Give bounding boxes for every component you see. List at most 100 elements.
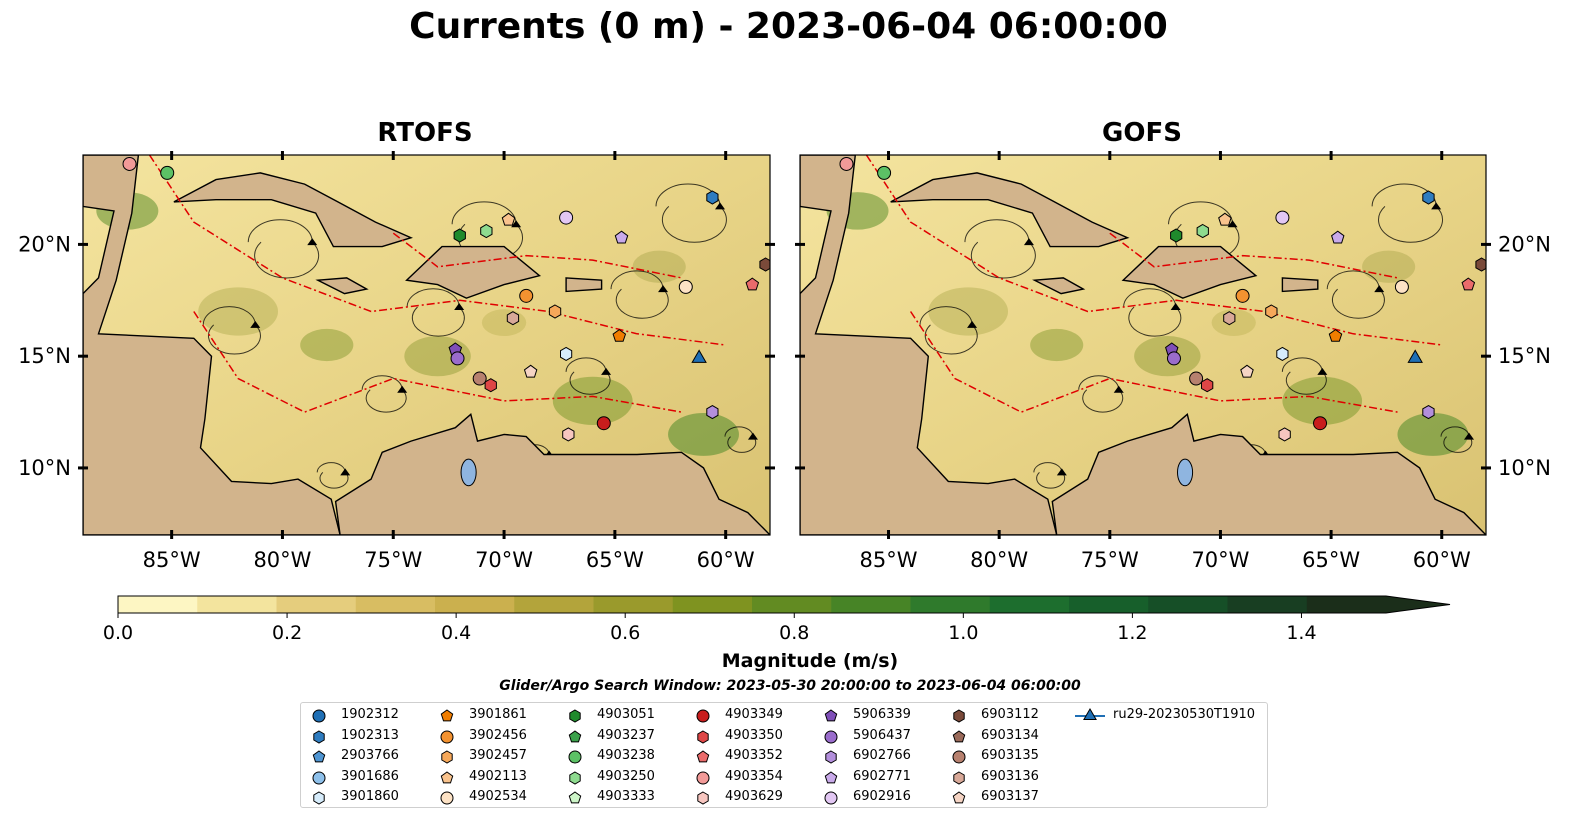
legend-marker-circle-icon (312, 771, 326, 784)
y-tick-label: 15°N (18, 344, 71, 368)
obs-marker-4903349 (596, 416, 611, 431)
eez-boundary (148, 155, 726, 346)
legend-label: 4902534 (469, 789, 527, 804)
streamline-arrow (307, 238, 318, 246)
figure-title: Currents (0 m) - 2023-06-04 06:00:00 (409, 6, 1168, 47)
colorbar-tick-label: 1.0 (948, 622, 978, 644)
x-tick-label: 85°W (860, 548, 918, 572)
legend-label: 3901860 (341, 789, 399, 804)
colorbar-outline (117, 595, 1451, 614)
streamline-arrow (1227, 220, 1238, 228)
x-tick-label: 65°W (586, 548, 644, 572)
colorbar-bin (435, 596, 515, 613)
colorbar-bin (593, 596, 674, 613)
legend-label: ru29-20230530T1910 (1113, 707, 1256, 722)
obs-marker-4903350 (484, 378, 497, 393)
streamline-arrow (967, 320, 978, 328)
legend-marker-circle-icon (696, 709, 710, 723)
obs-marker-5906437 (1166, 351, 1181, 366)
rtofs-panel-title: RTOFS (377, 118, 473, 148)
legend-marker-hexagon-icon (953, 709, 965, 723)
speed-patch (1282, 376, 1363, 426)
colorbar-tick-label: 0.4 (441, 622, 471, 644)
colorbar-tick-label: 1.2 (1117, 622, 1147, 644)
land-jamaica (315, 277, 369, 295)
x-tick-label: 60°W (697, 548, 755, 572)
obs-marker-4903352 (745, 277, 760, 291)
obs-marker-6902916 (1275, 210, 1290, 225)
colorbar-tick-label: 0.6 (610, 622, 640, 644)
obs-marker-6903112 (1475, 257, 1486, 272)
streamline-arrow (1374, 285, 1385, 293)
legend-marker-pentagon-icon (824, 709, 838, 722)
streamline-arrow (601, 367, 612, 375)
x-tick-label: 75°W (1081, 548, 1139, 572)
colorbar-bin (831, 596, 911, 613)
speed-patch (300, 328, 354, 362)
legend-marker-circle-icon (824, 791, 838, 805)
legend-label: 5906437 (853, 727, 911, 743)
land-cuba (890, 172, 1130, 248)
obs-marker-4903238 (877, 165, 892, 180)
speed-patch (552, 376, 633, 426)
streamline-arrow (747, 432, 758, 440)
colorbar-extend-arrow (1386, 596, 1450, 613)
legend-label: 4903350 (725, 727, 783, 743)
streamline (202, 306, 261, 355)
legend-marker-circle-icon (952, 750, 966, 764)
obs-marker-3902457 (1265, 304, 1278, 319)
streamline (1326, 270, 1385, 319)
legend-label: 4903352 (725, 748, 783, 763)
obs-marker-4902534 (678, 279, 693, 294)
streamline-arrow (511, 220, 522, 228)
streamline-arrow (250, 320, 261, 328)
legend-marker-hexagon-icon (697, 791, 709, 805)
legend-marker-hexagon-icon (953, 770, 965, 785)
streamline (1371, 183, 1443, 243)
legend-label: 6902916 (853, 789, 911, 804)
obs-marker-1902313 (706, 190, 719, 205)
x-tick-label: 80°W (253, 548, 311, 572)
legend-marker-circle-icon (440, 730, 454, 743)
gofs-map: 85°W 80°W 75°W 70°W 65°W 60°W 20°N 15°N 10°N (795, 151, 1551, 572)
obs-marker-3902456 (519, 288, 534, 303)
map-frame (799, 154, 1487, 536)
legend-marker-pentagon-icon (312, 750, 326, 763)
legend-label: 4903333 (597, 789, 655, 804)
y-tick-label: 20°N (18, 232, 71, 256)
legend-label: 1902312 (341, 707, 399, 722)
land-jamaica (1032, 277, 1086, 295)
obs-marker-4903349 (1313, 416, 1328, 431)
x-tick-label: 85°W (143, 548, 201, 572)
legend-marker-circle-icon (312, 709, 326, 723)
legend-marker-circle-icon (568, 750, 582, 764)
streamline-arrow (1431, 202, 1442, 210)
y-tick-label: 20°N (1498, 232, 1551, 256)
land-central (800, 155, 1058, 535)
legend-marker-hexagon-icon (313, 729, 325, 744)
streamline-arrow (1317, 367, 1328, 375)
streamline (919, 306, 978, 355)
colorbar-bin (672, 596, 753, 613)
obs-marker-6902771 (614, 230, 629, 244)
obs-marker-3901860 (560, 346, 573, 361)
land-puerto (565, 277, 603, 293)
legend-marker-pentagon-icon (568, 791, 582, 804)
streamline (610, 270, 669, 319)
streamline-arrow (715, 202, 726, 210)
legend-label: 2903766 (341, 748, 399, 763)
legend-label: 3901861 (469, 707, 527, 722)
obs-marker-4903354 (122, 156, 137, 171)
streamline-arrow (454, 303, 465, 310)
legend-label: 3902456 (469, 727, 527, 743)
legend-label: 4903354 (725, 768, 783, 784)
streamline (655, 183, 727, 243)
streamline (964, 219, 1036, 279)
legend-label: 4903349 (725, 707, 783, 722)
legend-label: 6903137 (981, 789, 1039, 804)
obs-marker-3901861 (1328, 328, 1343, 342)
obs-marker-4903051 (453, 228, 466, 243)
eez-boundary (392, 232, 682, 279)
land-southam (1051, 413, 1486, 535)
obs-marker-ru29-20230530T1910 (1407, 349, 1423, 363)
